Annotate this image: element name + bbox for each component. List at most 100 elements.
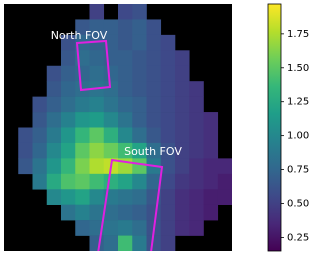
heatmap-cell <box>132 65 147 82</box>
heatmap-cell <box>103 127 119 144</box>
heatmap-cell <box>132 50 147 67</box>
heatmap-cell <box>146 235 162 251</box>
heatmap-cell <box>175 81 190 97</box>
heatmap-cell <box>132 235 147 251</box>
heatmap-cell <box>118 4 133 20</box>
heatmap-cell <box>203 189 219 205</box>
heatmap-cell <box>118 81 133 97</box>
heatmap-cell <box>118 189 133 205</box>
heatmap-cell <box>175 158 190 175</box>
heatmap-cell <box>189 127 204 144</box>
heatmap-cell <box>61 142 76 159</box>
heatmap-cell <box>46 158 62 175</box>
heatmap-cell <box>75 142 90 159</box>
heatmap-cell <box>89 127 105 144</box>
heatmap-cell <box>160 34 176 51</box>
heatmap-cell <box>46 142 62 159</box>
heatmap-cell <box>189 173 204 190</box>
heatmap-cell <box>89 158 105 175</box>
heatmap-cell <box>61 65 76 82</box>
heatmap-cell <box>146 142 162 159</box>
colorbar-tick-label: 0.75 <box>287 165 309 176</box>
heatmap-cell <box>89 4 105 20</box>
heatmap-cell <box>189 81 204 97</box>
heatmap-cell <box>132 4 147 20</box>
heatmap-cell <box>160 142 176 159</box>
heatmap-cell <box>203 127 219 144</box>
heatmap-cell <box>89 65 105 82</box>
heatmap-cell <box>32 127 48 144</box>
heatmap-cell <box>103 220 119 236</box>
heatmap-cell <box>160 235 176 251</box>
heatmap-cell <box>118 112 133 128</box>
heatmap-cell <box>46 189 62 205</box>
heatmap-cell <box>103 112 119 128</box>
heatmap-cell <box>103 50 119 67</box>
heatmap-cell <box>118 19 133 36</box>
colorbar-tick-label: 0.50 <box>287 199 309 210</box>
heatmap-cell <box>75 173 90 190</box>
heatmap-cell <box>175 65 190 82</box>
heatmap-cell <box>189 112 204 128</box>
heatmap-cell <box>75 19 90 36</box>
heatmap-cell <box>132 142 147 159</box>
heatmap-cell <box>118 173 133 190</box>
heatmap-cell <box>118 235 133 251</box>
heatmap-cell <box>61 112 76 128</box>
heatmap-cell <box>217 158 232 175</box>
heatmap-cell <box>89 235 105 251</box>
heatmap-cell <box>61 173 76 190</box>
heatmap-cell <box>189 204 204 221</box>
heatmap-cell <box>189 142 204 159</box>
heatmap-cell <box>61 96 76 113</box>
heatmap-cell <box>18 127 33 144</box>
heatmap-cell <box>217 189 232 205</box>
heatmap-cell <box>203 158 219 175</box>
colorbar-tick-label: 1.75 <box>287 29 309 40</box>
heatmap-cell <box>160 127 176 144</box>
heatmap-cell <box>160 50 176 67</box>
heatmap-cell <box>75 65 90 82</box>
heatmap-cell <box>89 204 105 221</box>
heatmap-cell <box>118 50 133 67</box>
heatmap-cell <box>175 112 190 128</box>
heatmap-cell <box>160 189 176 205</box>
heatmap-cell <box>189 158 204 175</box>
heatmap-cell <box>46 81 62 97</box>
heatmap-cell <box>175 204 190 221</box>
heatmap-cell <box>103 204 119 221</box>
heatmap-cell <box>89 19 105 36</box>
heatmap-cell <box>132 173 147 190</box>
heatmap-cell <box>75 220 90 236</box>
heatmap-cell <box>146 34 162 51</box>
heatmap-cell <box>46 112 62 128</box>
heatmap-cell <box>189 220 204 236</box>
heatmap-cell <box>89 96 105 113</box>
heatmap-cell <box>175 127 190 144</box>
heatmap-cell <box>160 173 176 190</box>
heatmap-cell <box>61 158 76 175</box>
heatmap-cell <box>18 142 33 159</box>
heatmap-cell <box>46 65 62 82</box>
north-fov-box <box>75 39 112 92</box>
heatmap-cell <box>132 127 147 144</box>
heatmap-cell <box>203 204 219 221</box>
heatmap-cell <box>61 81 76 97</box>
heatmap-cell <box>89 34 105 51</box>
heatmap-cell <box>160 96 176 113</box>
heatmap-cell <box>160 204 176 221</box>
heatmap-cell <box>75 189 90 205</box>
heatmap-cell <box>18 158 33 175</box>
heatmap-cell <box>61 204 76 221</box>
heatmap-cell <box>203 173 219 190</box>
heatmap-cell <box>203 112 219 128</box>
colorbar-tick-label: 0.25 <box>287 232 309 243</box>
heatmap-cell <box>146 204 162 221</box>
heatmap-cell <box>146 65 162 82</box>
heatmap-cell <box>75 96 90 113</box>
heatmap-cell <box>103 19 119 36</box>
heatmap-cell <box>203 142 219 159</box>
chart: North FOV South FOV 0.25 0.50 0.75 1.00 1.25… <box>4 3 309 252</box>
heatmap-cell <box>103 65 119 82</box>
heatmap-cell <box>175 96 190 113</box>
